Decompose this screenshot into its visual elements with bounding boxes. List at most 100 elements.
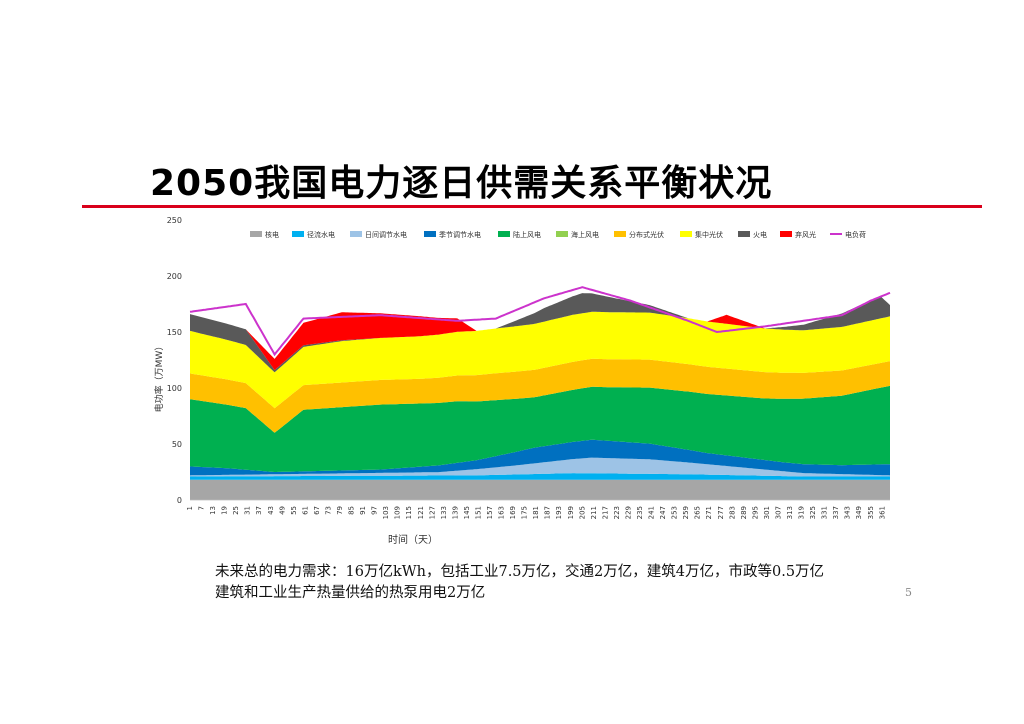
x-tick-label: 85 (348, 506, 356, 515)
x-axis: 1 7 13 19 25 31 37 43 49 55 61 67 73 79 85 91 97 103 109 11… (186, 499, 890, 519)
y-tick-label: 100 (167, 384, 182, 393)
y-tick-label: 200 (167, 272, 182, 281)
x-tick-label: 259 (682, 506, 690, 519)
area-series (190, 385, 890, 472)
x-tick-label: 199 (567, 506, 575, 519)
x-tick-label: 175 (521, 506, 529, 519)
legend-swatch (738, 231, 750, 237)
y-axis: 0 50 100 150 200 250 (167, 216, 182, 505)
area-series (190, 311, 890, 409)
x-tick-label: 307 (774, 506, 782, 519)
area-series (190, 457, 890, 477)
legend-label: 核电 (265, 230, 279, 239)
x-tick-label: 67 (313, 506, 321, 515)
x-tick-label: 43 (267, 506, 275, 515)
demand-note-line-1: 未来总的电力需求：16万亿kWh，包括工业7.5万亿，交通2万亿，建筑4万亿，市… (215, 564, 825, 580)
x-tick-label: 331 (821, 506, 829, 519)
area-series (190, 439, 890, 476)
area-series (190, 479, 890, 500)
x-tick-label: 355 (867, 506, 875, 519)
y-tick-label: 50 (172, 440, 182, 449)
legend-label: 火电 (753, 230, 767, 239)
x-tick-label: 211 (590, 506, 598, 519)
y-tick-label: 250 (167, 216, 182, 225)
x-tick-label: 37 (255, 506, 263, 515)
x-tick-label: 265 (694, 506, 702, 519)
legend-label: 分布式光伏 (629, 230, 664, 239)
chart-legend: 核电 径流水电 日间调节水电 季节调节水电 陆上风电 海上风电 分布式光伏 集中光伏 火电 弃风光… (250, 230, 866, 239)
x-tick-label: 13 (209, 506, 217, 515)
page-number: 5 (905, 586, 912, 599)
x-tick-label: 301 (763, 506, 771, 519)
x-tick-label: 187 (544, 506, 552, 519)
x-tick-label: 121 (417, 506, 425, 519)
x-tick-label: 115 (405, 506, 413, 519)
x-tick-label: 181 (532, 506, 540, 519)
title-underline (82, 205, 982, 208)
x-tick-label: 49 (278, 506, 286, 515)
legend-label: 集中光伏 (695, 230, 723, 239)
x-tick-label: 91 (359, 506, 367, 515)
x-tick-label: 289 (740, 506, 748, 519)
legend-label: 弃风光 (795, 230, 816, 239)
x-axis-label: 时间（天） (388, 533, 438, 546)
x-tick-label: 151 (474, 506, 482, 519)
x-tick-label: 55 (290, 506, 298, 515)
area-series (190, 473, 890, 480)
y-tick-label: 150 (167, 328, 182, 337)
stacked-areas (189, 286, 891, 500)
x-tick-label: 337 (832, 506, 840, 519)
x-tick-label: 163 (498, 506, 506, 519)
x-tick-label: 109 (394, 506, 402, 519)
x-tick-label: 133 (440, 506, 448, 519)
x-tick-label: 241 (648, 506, 656, 519)
x-tick-label: 235 (636, 506, 644, 519)
legend-swatch (292, 231, 304, 237)
x-tick-label: 145 (463, 506, 471, 519)
legend-swatch (350, 231, 362, 237)
x-tick-label: 205 (578, 506, 586, 519)
x-tick-label: 31 (244, 506, 252, 515)
legend-swatch (780, 231, 792, 237)
x-tick-label: 19 (221, 506, 229, 515)
x-tick-label: 349 (855, 506, 863, 519)
legend-label: 陆上风电 (513, 230, 541, 239)
legend-swatch (614, 231, 626, 237)
legend-swatch (680, 231, 692, 237)
x-tick-label: 247 (659, 506, 667, 519)
x-tick-label: 169 (509, 506, 517, 519)
legend-swatch (556, 231, 568, 237)
legend-label: 日间调节水电 (365, 230, 407, 239)
legend-swatch (498, 231, 510, 237)
y-tick-label: 0 (177, 496, 182, 505)
x-tick-label: 193 (555, 506, 563, 519)
supply-demand-chart: 核电 径流水电 日间调节水电 季节调节水电 陆上风电 海上风电 分布式光伏 集中光伏 火电 弃风光… (153, 216, 891, 546)
x-tick-label: 1 (186, 506, 194, 510)
x-tick-label: 223 (613, 506, 621, 519)
x-tick-label: 25 (232, 506, 240, 515)
x-tick-label: 295 (751, 506, 759, 519)
y-axis-label: 电功率（万MW） (153, 342, 165, 413)
x-tick-label: 277 (717, 506, 725, 519)
x-tick-label: 127 (428, 506, 436, 519)
x-tick-label: 103 (382, 506, 390, 519)
legend-label: 电负荷 (845, 230, 866, 239)
x-tick-label: 61 (301, 506, 309, 515)
x-tick-label: 73 (324, 506, 332, 515)
x-tick-label: 157 (486, 506, 494, 519)
legend-label: 海上风电 (571, 230, 599, 239)
x-tick-label: 79 (336, 506, 344, 515)
area-series (190, 293, 890, 371)
x-tick-label: 271 (705, 506, 713, 519)
legend-label: 径流水电 (307, 230, 335, 239)
x-tick-label: 319 (798, 506, 806, 519)
demand-note-line-2: 建筑和工业生产热量供给的热泵用电2万亿 (215, 585, 486, 601)
legend-swatch (424, 231, 436, 237)
x-tick-label: 229 (624, 506, 632, 519)
x-tick-label: 283 (728, 506, 736, 519)
x-tick-label: 313 (786, 506, 794, 519)
slide-title: 2050我国电力逐日供需关系平衡状况 (150, 163, 773, 204)
area-series (190, 358, 890, 433)
x-tick-label: 97 (371, 506, 379, 515)
legend-label: 季节调节水电 (439, 230, 481, 239)
